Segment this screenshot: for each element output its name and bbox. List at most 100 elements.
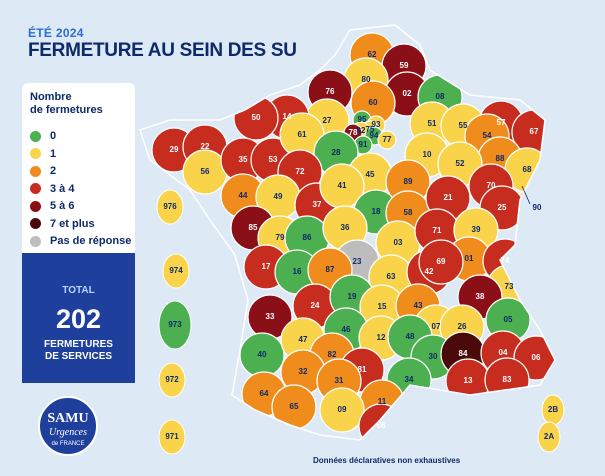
department-label-05: 05 <box>504 315 513 324</box>
department-label-58: 58 <box>404 208 413 217</box>
department-label-74: 74 <box>501 256 510 265</box>
department-label-66: 66 <box>377 421 386 430</box>
department-label-85: 85 <box>249 223 258 232</box>
department-label-38: 38 <box>476 292 485 301</box>
department-label-09: 09 <box>338 405 347 414</box>
department-label-07: 07 <box>432 322 441 331</box>
dept-90-leader-line <box>521 185 531 205</box>
department-label-972: 972 <box>165 375 179 384</box>
department-label-30: 30 <box>429 352 438 361</box>
legend-item: 2 <box>30 163 56 179</box>
legend-item: 1 <box>30 146 56 162</box>
legend-swatch <box>30 235 41 247</box>
department-label-65: 65 <box>290 402 299 411</box>
department-label-73: 73 <box>505 282 514 291</box>
department-label-93: 93 <box>372 120 381 129</box>
department-label-976: 976 <box>163 202 177 211</box>
department-69 <box>418 239 464 285</box>
department-label-02: 02 <box>403 89 412 98</box>
department-label-64: 64 <box>260 389 269 398</box>
department-label-40: 40 <box>258 350 267 359</box>
department-label-28: 28 <box>332 148 341 157</box>
department-label-45: 45 <box>366 170 375 179</box>
footnote: Données déclaratives non exhaustives <box>313 456 461 465</box>
department-label-52: 52 <box>456 159 465 168</box>
legend-swatch <box>30 218 41 229</box>
department-label-49: 49 <box>274 192 283 201</box>
department-974 <box>162 253 190 289</box>
department-label-95: 95 <box>358 115 367 124</box>
department-label-36: 36 <box>341 223 350 232</box>
department-label-13: 13 <box>464 376 473 385</box>
legend-panel: Nombre de fermetures 0 1 2 3 à 4 5 à 6 7 et p… <box>22 83 135 253</box>
legend-label: Pas de réponse <box>50 235 132 247</box>
department-label-31: 31 <box>335 376 344 385</box>
samu-logo: SAMU Urgences de FRANCE <box>38 396 98 456</box>
department-label-14: 14 <box>283 112 292 121</box>
department-971 <box>158 419 186 455</box>
department-label-27: 27 <box>323 116 332 125</box>
total-panel: TOTAL 202 FERMETURES DE SERVICES <box>22 253 135 383</box>
department-label-84: 84 <box>459 349 468 358</box>
department-label-90: 90 <box>533 203 542 212</box>
department-976 <box>156 189 184 225</box>
logo-urgences-text: Urgences <box>49 427 87 438</box>
department-label-77: 77 <box>383 135 392 144</box>
department-label-71: 71 <box>433 226 442 235</box>
legend-item: 3 à 4 <box>30 181 74 197</box>
total-label: TOTAL <box>62 285 95 296</box>
department-label-72: 72 <box>296 167 305 176</box>
department-label-04: 04 <box>499 348 508 357</box>
department-label-62: 62 <box>368 50 377 59</box>
total-caption: FERMETURES DE SERVICES <box>44 339 113 362</box>
department-972 <box>158 362 186 398</box>
department-label-46: 46 <box>342 325 351 334</box>
department-label-56: 56 <box>201 167 210 176</box>
corsica <box>537 394 565 453</box>
department-label-33: 33 <box>266 312 275 321</box>
department-label-974: 974 <box>169 266 183 275</box>
department-label-26: 26 <box>458 322 467 331</box>
department-label-06: 06 <box>532 353 541 362</box>
department-label-67: 67 <box>530 127 539 136</box>
department-label-10: 10 <box>423 150 432 159</box>
department-label-59: 59 <box>400 61 409 70</box>
department-label-75: 75 <box>366 125 375 134</box>
department-label-01: 01 <box>465 254 474 263</box>
department-label-971: 971 <box>165 432 179 441</box>
department-label-11: 11 <box>378 397 387 406</box>
department-label-44: 44 <box>239 191 248 200</box>
department-label-25: 25 <box>498 203 507 212</box>
legend-item: 0 <box>30 128 56 144</box>
legend-item: 5 à 6 <box>30 198 74 214</box>
department-label-32: 32 <box>299 367 308 376</box>
department-label-23: 23 <box>353 257 362 266</box>
department-label-41: 41 <box>338 181 347 190</box>
department-label-34: 34 <box>405 375 414 384</box>
department-label-15: 15 <box>378 302 387 311</box>
total-value: 202 <box>55 304 102 334</box>
department-label-55: 55 <box>459 121 468 130</box>
department-label-24: 24 <box>311 301 320 310</box>
department-label-76: 76 <box>326 87 335 96</box>
legend-label: 0 <box>50 130 57 142</box>
mainland-france <box>151 32 555 440</box>
department-label-89: 89 <box>404 177 413 186</box>
department-label-80: 80 <box>362 75 371 84</box>
department-label-61: 61 <box>298 130 307 139</box>
legend-label: 3 à 4 <box>50 182 75 195</box>
department-label-69: 69 <box>437 257 446 266</box>
department-label-50: 50 <box>252 113 261 122</box>
department-label-78: 78 <box>349 128 358 137</box>
page-title: FERMETURE AU SEIN DES SU <box>28 40 297 61</box>
department-2A <box>537 421 561 453</box>
department-label-37: 37 <box>313 200 322 209</box>
department-label-16: 16 <box>293 267 302 276</box>
department-label-82: 82 <box>328 350 337 359</box>
legend-swatch <box>30 130 41 142</box>
legend-label: 7 et plus <box>50 217 95 230</box>
department-label-60: 60 <box>369 98 378 107</box>
department-label-08: 08 <box>436 92 445 101</box>
department-label-18: 18 <box>372 207 381 216</box>
